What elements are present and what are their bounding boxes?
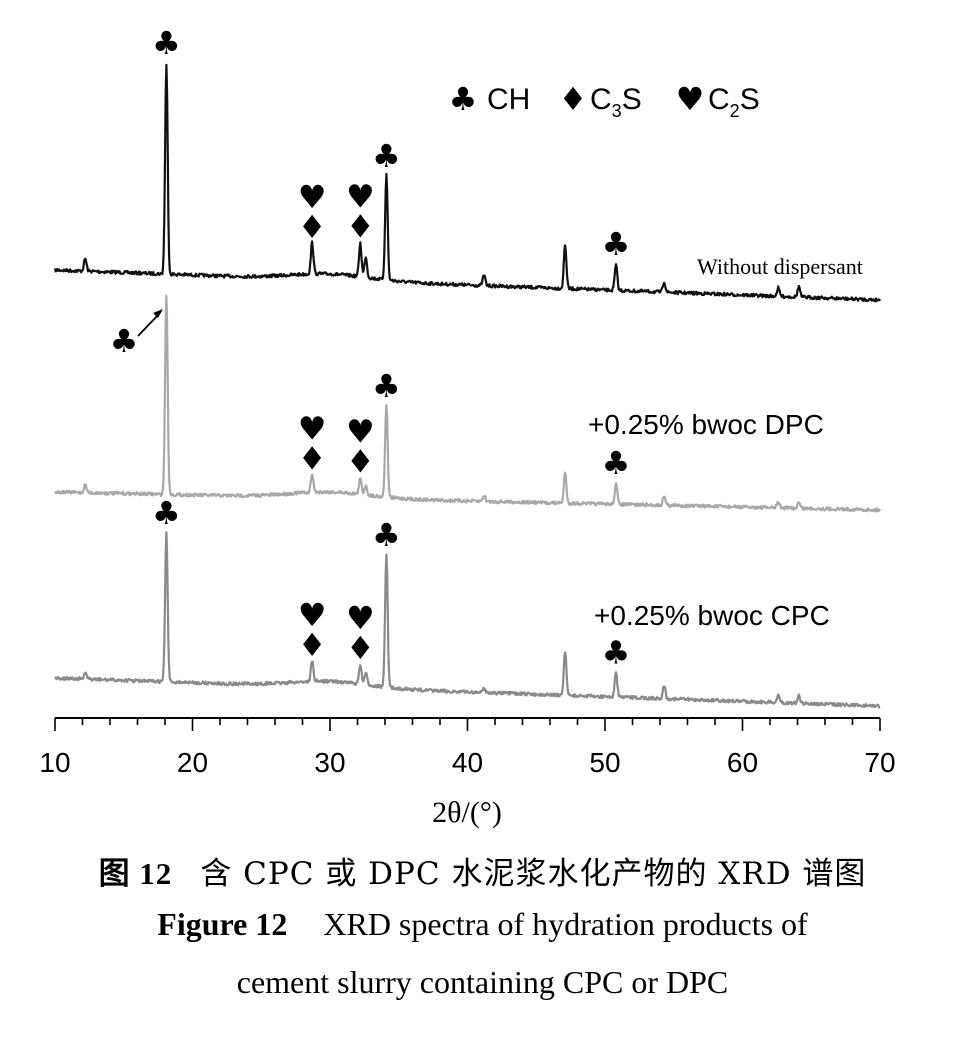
x-tick-label-30: 30 [314, 747, 345, 778]
peak-marker-s3-32.2-1: ♥ [346, 599, 375, 637]
series-layer [53, 63, 881, 709]
caption-english-line2: cement slurry containing CPC or DPC [236, 964, 729, 1000]
peak-marker-s2-28.7-0: ♦ [298, 440, 327, 478]
x-tick-label-50: 50 [589, 747, 620, 778]
series-line-2 [54, 294, 881, 513]
x-tick-label-20: 20 [177, 747, 208, 778]
peak-marker-s2-32.2-1: ♥ [346, 413, 375, 451]
x-tick-label-40: 40 [452, 747, 483, 778]
series-label-dpc: +0.25% bwoc DPC [588, 409, 824, 440]
arrow-ch-symbol: ♣ [110, 322, 139, 360]
legend: ♣ CH ♦ C3S ♥ C2S [449, 80, 760, 121]
caption-en-label: Figure 12 [157, 906, 288, 942]
peak-marker-s3-18.1-0: ♣ [152, 494, 181, 532]
series-label-without-dispersant: Without dispersant [697, 254, 863, 279]
caption-cn-label: 图 12 [98, 856, 173, 891]
legend-c2s-s: S [740, 83, 760, 116]
marker-layer: ♣♦♥♦♥♣♣♦♥♦♥♣♣♣♦♥♦♥♣♣ [152, 24, 630, 671]
legend-c3s-label: C3S [590, 83, 642, 121]
xrd-chart: ♣ CH ♦ C3S ♥ C2S ♣♦♥♦♥♣♣♦♥♦♥♣♣♣♦♥♦♥♣♣ Wi… [39, 24, 896, 829]
peak-marker-s1-18.1-0: ♣ [152, 24, 181, 62]
peak-marker-s2-50.8-0: ♣ [602, 444, 631, 482]
legend-ch-label: CH [487, 83, 530, 116]
x-tick-label-70: 70 [864, 747, 895, 778]
peak-marker-s1-50.8-0: ♣ [602, 225, 631, 263]
peak-marker-s3-34.1-0: ♣ [372, 516, 401, 554]
legend-c3s-s: S [622, 83, 642, 116]
x-axis-title: 2θ/(°) [432, 796, 502, 829]
legend-c3s-symbol: ♦ [559, 80, 588, 118]
legend-c2s-c: C [708, 83, 730, 116]
series-line-1 [53, 63, 881, 303]
caption-chinese: 图 12 含 CPC 或 DPC 水泥浆水化产物的 XRD 谱图 [0, 848, 965, 893]
peak-marker-s1-32.2-0: ♦ [346, 208, 375, 246]
x-tick-label-60: 60 [727, 747, 758, 778]
caption-en-text1: XRD spectra of hydration products of [323, 906, 808, 942]
peak-marker-s1-28.7-1: ♥ [298, 178, 327, 216]
peak-marker-s3-50.8-0: ♣ [602, 633, 631, 671]
legend-c2s-symbol: ♥ [676, 80, 705, 118]
legend-c2s-label: C2S [708, 83, 760, 121]
arrow-annotation: ♣ [110, 309, 163, 360]
x-axis: 10 20 30 40 50 60 70 [39, 717, 896, 778]
caption-cn-text: 含 CPC 或 DPC 水泥浆水化产物的 XRD 谱图 [200, 856, 867, 892]
caption-english-line1: Figure 12 XRD spectra of hydration produc… [0, 906, 965, 943]
legend-c2s-sub: 2 [730, 101, 740, 121]
peak-marker-s1-34.1-0: ♣ [372, 137, 401, 175]
peak-marker-s3-28.7-1: ♥ [298, 596, 327, 634]
peak-marker-s2-34.1-0: ♣ [372, 367, 401, 405]
peak-marker-s3-32.2-0: ♦ [346, 629, 375, 667]
legend-ch-symbol: ♣ [449, 80, 478, 118]
peak-marker-s1-32.2-1: ♥ [346, 178, 375, 216]
peak-marker-s2-28.7-1: ♥ [298, 410, 327, 448]
series-label-cpc: +0.25% bwoc CPC [594, 600, 830, 631]
peak-marker-s1-28.7-0: ♦ [298, 208, 327, 246]
x-tick-label-10: 10 [39, 747, 70, 778]
peak-marker-s2-32.2-0: ♦ [346, 443, 375, 481]
arrow-line [137, 313, 160, 337]
arrow-head [153, 309, 163, 318]
series-line-3 [54, 531, 881, 709]
peak-marker-s3-28.7-0: ♦ [298, 626, 327, 664]
legend-c3s-sub: 3 [612, 101, 622, 121]
legend-c3s-c: C [590, 83, 612, 116]
